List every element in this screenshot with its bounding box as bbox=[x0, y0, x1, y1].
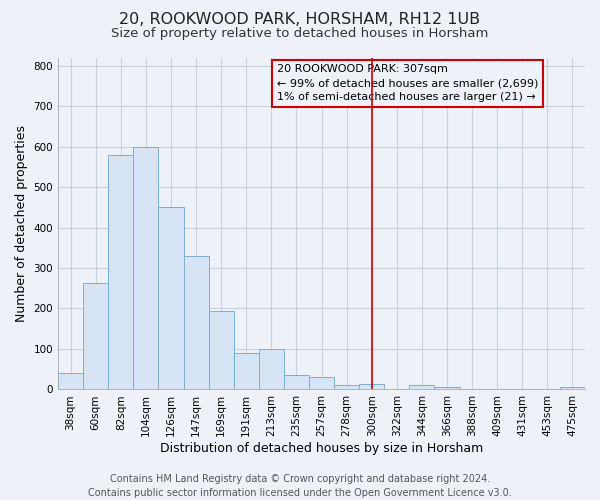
Bar bbox=[184, 256, 209, 390]
Bar bbox=[359, 384, 384, 390]
Bar bbox=[284, 376, 309, 390]
Bar bbox=[434, 388, 460, 390]
Y-axis label: Number of detached properties: Number of detached properties bbox=[15, 125, 28, 322]
Text: Size of property relative to detached houses in Horsham: Size of property relative to detached ho… bbox=[112, 28, 488, 40]
Bar bbox=[209, 310, 233, 390]
Text: 20 ROOKWOOD PARK: 307sqm
← 99% of detached houses are smaller (2,699)
1% of semi: 20 ROOKWOOD PARK: 307sqm ← 99% of detach… bbox=[277, 64, 538, 102]
Bar bbox=[108, 154, 133, 390]
Bar bbox=[158, 208, 184, 390]
Bar bbox=[560, 388, 585, 390]
Bar bbox=[233, 353, 259, 390]
Bar bbox=[334, 386, 359, 390]
Bar bbox=[58, 374, 83, 390]
Bar bbox=[259, 349, 284, 390]
Bar bbox=[83, 284, 108, 390]
Bar bbox=[409, 386, 434, 390]
Text: Contains HM Land Registry data © Crown copyright and database right 2024.
Contai: Contains HM Land Registry data © Crown c… bbox=[88, 474, 512, 498]
Bar bbox=[309, 376, 334, 390]
Bar bbox=[133, 146, 158, 390]
Text: 20, ROOKWOOD PARK, HORSHAM, RH12 1UB: 20, ROOKWOOD PARK, HORSHAM, RH12 1UB bbox=[119, 12, 481, 28]
X-axis label: Distribution of detached houses by size in Horsham: Distribution of detached houses by size … bbox=[160, 442, 483, 455]
